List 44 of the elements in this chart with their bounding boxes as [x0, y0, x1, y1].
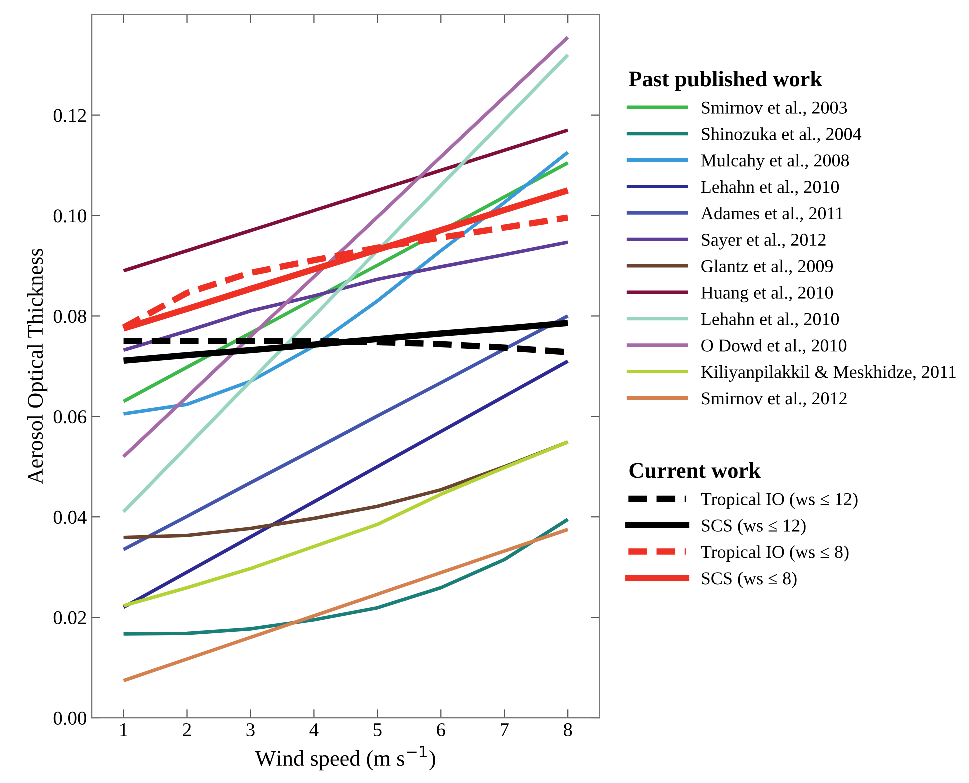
- line-series: [122, 240, 570, 352]
- y-tick-label: 0.04: [54, 510, 87, 524]
- line-series: [122, 518, 570, 636]
- legend-label: Tropical IO (ws ≤ 12): [701, 492, 858, 510]
- x-tick-label: 1: [120, 724, 128, 736]
- text: Past published work: [629, 71, 823, 92]
- legend-label: Sayer et al., 2012: [702, 233, 826, 250]
- line-series: [122, 440, 570, 608]
- x-tick-label: 5: [374, 724, 382, 737]
- legend-label: Kiliyanpilakkil & Meskhidze, 2011: [701, 366, 956, 382]
- y-tick-label: 0.12: [54, 109, 86, 122]
- line-series: [122, 360, 570, 610]
- y-tick-label: 0.10: [54, 210, 86, 223]
- x-axis-title: Wind speed (m s$^{−1}$): [255, 746, 436, 771]
- y-axis-title: Aerosol Optical Thickness: [27, 248, 48, 485]
- legend-label: Glantz et al., 2009: [702, 260, 834, 276]
- legend-label: Mulcahy et al., 2008: [701, 154, 850, 171]
- x-tick-label: 3: [246, 723, 255, 737]
- legend-label: Tropical IO (ws ≤ 8): [701, 546, 849, 562]
- x-tick-label: 8: [564, 723, 572, 737]
- legend-label: Smirnov et al., 2012: [702, 392, 847, 408]
- legend-label: Huang et al., 2010: [701, 286, 834, 303]
- y-tick-label: 0.02: [54, 611, 86, 625]
- text: Current work: [630, 462, 761, 478]
- legend-label: Lehahn et al., 2010: [701, 312, 840, 328]
- y-tick-label: 0.06: [54, 410, 87, 424]
- legend-label: Smirnov et al., 2003: [702, 101, 848, 117]
- y-tick-label: 0.00: [54, 712, 86, 726]
- legend-label: O Dowd et al., 2010: [702, 339, 847, 354]
- x-tick-label: 4: [310, 724, 319, 736]
- line-series: [122, 314, 570, 552]
- line-series: [122, 53, 570, 514]
- x-tick-label: 7: [501, 724, 509, 736]
- y-tick-label: 0.08: [54, 310, 86, 324]
- legend-label: Lehahn et al., 2010: [701, 180, 840, 196]
- line-series: [122, 128, 570, 273]
- legend-label: Shinozuka et al., 2004: [702, 128, 862, 143]
- line-series: [122, 36, 570, 459]
- legend-label: SCS (ws ≤ 12): [702, 519, 806, 536]
- x-tick-label: 6: [437, 723, 446, 737]
- legend-label: Adames et al., 2011: [701, 206, 844, 222]
- line-series: [122, 528, 570, 683]
- x-tick-label: 2: [183, 723, 192, 736]
- legend-label: SCS (ws ≤ 8): [702, 572, 797, 588]
